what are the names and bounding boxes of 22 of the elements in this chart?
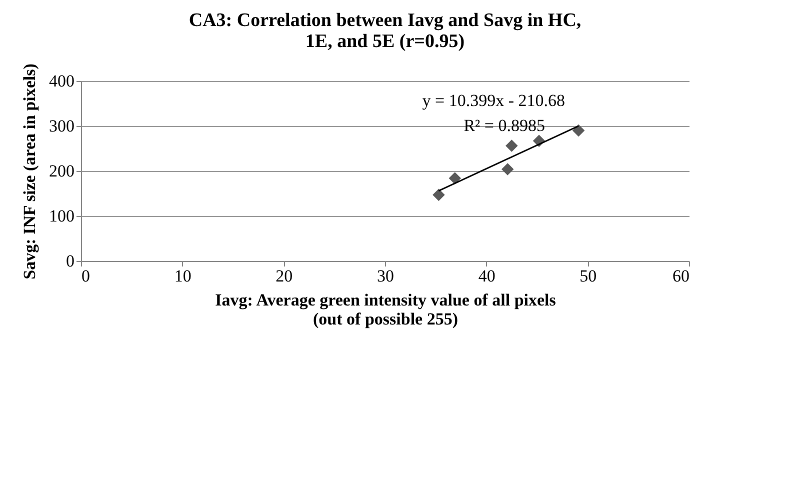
point (432, 188, 445, 201)
y-tick-label: 0 (66, 252, 74, 270)
x-tick-label: 40 (478, 266, 496, 286)
point (501, 163, 514, 176)
y-tick-label: 200 (49, 162, 74, 180)
point (572, 124, 585, 137)
y-tick-label: 300 (49, 116, 74, 136)
point (506, 140, 518, 152)
annotation: R² = 0.8985 (464, 116, 545, 135)
x-tick-label: 50 (580, 266, 597, 286)
x-tick-label: 20 (276, 266, 293, 286)
chart-title: CA3: Correlation between Iavg and Savg in HC, 1E, and 5E (r=0.95) (188, 10, 582, 52)
x-tick-label: 0 (82, 266, 90, 286)
x-tick-label: 60 (672, 266, 690, 286)
y-axis-title: Savg: INF size (area in pixels) (20, 64, 39, 280)
point (448, 172, 462, 184)
x-tick-label: 30 (377, 266, 394, 286)
y-tick-label: 100 (49, 206, 74, 226)
y-tick-label: 400 (49, 72, 74, 90)
x-tick-label: 10 (174, 266, 192, 286)
x-axis-title: Iavg: Average green intensity value of all pixels (out of possible 255) (215, 290, 556, 328)
annotation: y = 10.399x - 210.68 (422, 91, 565, 110)
